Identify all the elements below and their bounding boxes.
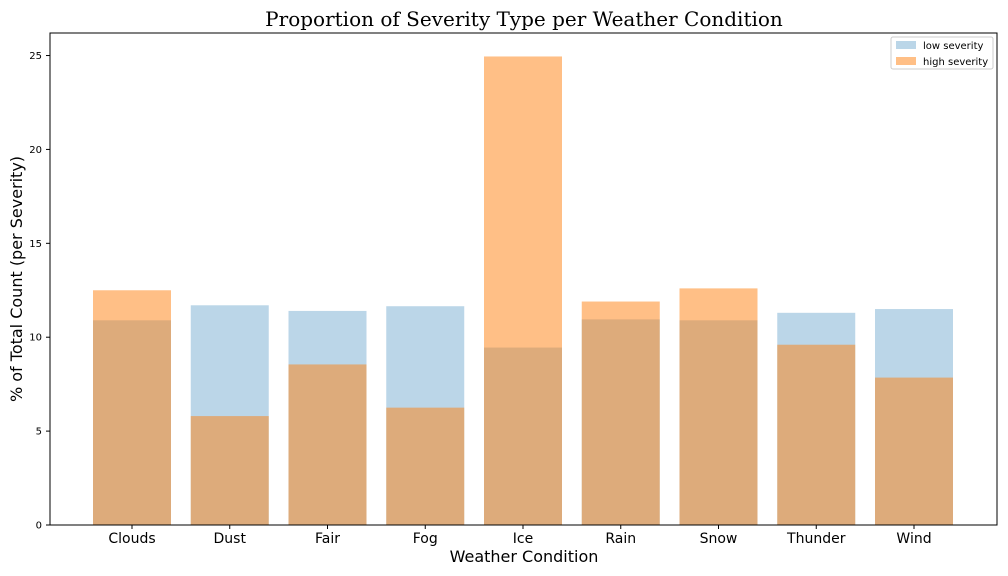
x-axis-label: Weather Condition bbox=[450, 547, 599, 566]
legend-swatch-high-severity bbox=[896, 57, 916, 65]
x-tick-label-fog: Fog bbox=[413, 531, 438, 547]
bar-high-severity-clouds bbox=[93, 290, 171, 525]
x-tick-label-thunder: Thunder bbox=[786, 531, 846, 547]
legend-label-high-severity: high severity bbox=[923, 57, 988, 68]
x-tick-label-clouds: Clouds bbox=[108, 531, 155, 547]
y-tick-label-25: 25 bbox=[29, 51, 42, 62]
y-tick-label-20: 20 bbox=[29, 145, 42, 156]
bar-high-severity-rain bbox=[581, 301, 660, 525]
bar-high-severity-thunder bbox=[777, 344, 856, 525]
x-tick-label-dust: Dust bbox=[214, 531, 247, 547]
y-axis-label: % of Total Count (per Severity) bbox=[7, 156, 26, 402]
x-tick-label-rain: Rain bbox=[605, 531, 636, 547]
x-tick-label-wind: Wind bbox=[896, 531, 931, 547]
y-tick-label-0: 0 bbox=[36, 521, 42, 532]
bar-high-severity-fog bbox=[386, 407, 465, 525]
bar-high-severity-dust bbox=[190, 416, 269, 525]
bar-high-severity-wind bbox=[875, 377, 953, 525]
y-tick-label-15: 15 bbox=[29, 239, 42, 250]
bar-high-severity-ice bbox=[484, 56, 562, 526]
bar-high-severity-snow bbox=[679, 288, 758, 525]
bar-high-severity-fair bbox=[288, 364, 367, 525]
legend-swatch-low-severity bbox=[896, 41, 916, 49]
x-tick-label-fair: Fair bbox=[315, 531, 340, 547]
x-tick-label-ice: Ice bbox=[513, 531, 533, 547]
chart-title: Proportion of Severity Type per Weather … bbox=[265, 7, 783, 31]
x-axis-ticks: Clouds Dust Fair Fog Ice Rain Snow Thunder Wind bbox=[108, 525, 932, 547]
legend-label-low-severity: low severity bbox=[923, 41, 983, 52]
x-tick-label-snow: Snow bbox=[700, 531, 738, 547]
y-axis-ticks: 0 5 10 15 20 25 bbox=[29, 51, 50, 532]
bars-group bbox=[93, 56, 953, 526]
legend-frame bbox=[890, 36, 994, 70]
y-tick-label-10: 10 bbox=[29, 333, 42, 344]
legend: low severity high severity bbox=[890, 36, 994, 70]
y-tick-label-5: 5 bbox=[36, 427, 42, 438]
